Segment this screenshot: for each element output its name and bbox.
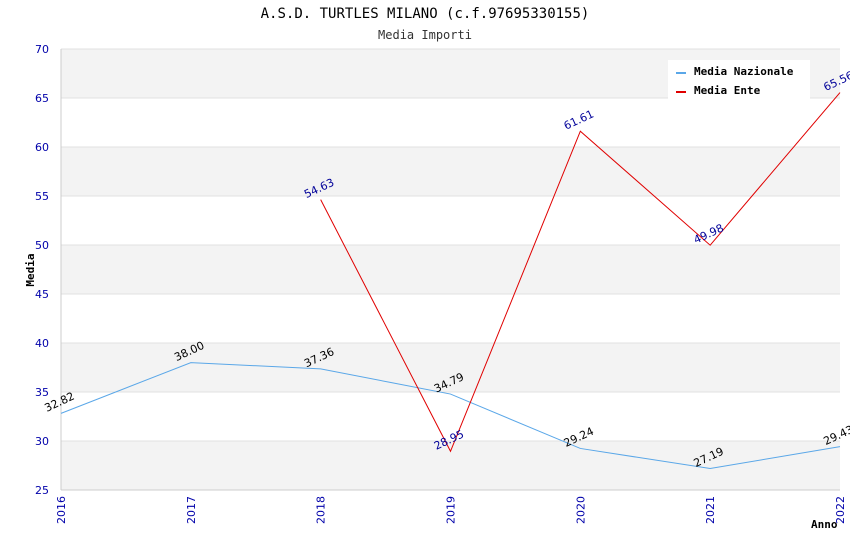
y-tick-label: 50 <box>35 239 49 252</box>
legend-label-ente: Media Ente <box>694 84 761 97</box>
series-lines <box>60 92 841 470</box>
x-axis-label: Anno <box>811 518 838 531</box>
x-tick-label: 2017 <box>185 496 198 524</box>
band <box>61 441 840 490</box>
x-tick-labels: 2016 2017 2018 2019 2020 2021 2022 <box>55 496 847 524</box>
y-tick-label: 70 <box>35 43 49 56</box>
band <box>61 245 840 294</box>
x-tick-label: 2018 <box>315 496 328 524</box>
y-tick-label: 30 <box>35 435 49 448</box>
y-tick-label: 40 <box>35 337 49 350</box>
y-tick-label: 60 <box>35 141 49 154</box>
gridlines <box>61 48 840 491</box>
legend-label-nazionale: Media Nazionale <box>694 65 794 78</box>
y-tick-label: 65 <box>35 92 49 105</box>
x-tick-label: 2022 <box>834 496 847 524</box>
series-line-ente <box>320 92 841 453</box>
data-label: 49.98 <box>692 221 726 246</box>
legend-box <box>668 60 810 102</box>
chart-title: A.S.D. TURTLES MILANO (c.f.97695330155) <box>261 6 590 22</box>
y-tick-label: 25 <box>35 484 49 497</box>
x-tick-label: 2019 <box>445 496 458 524</box>
data-label: 61.61 <box>562 108 596 133</box>
band <box>61 343 840 392</box>
x-tick-label: 2020 <box>574 496 587 524</box>
x-tick-label: 2016 <box>55 496 68 524</box>
y-axis-label: Media <box>24 253 37 286</box>
band <box>61 147 840 196</box>
y-tick-label: 35 <box>35 386 49 399</box>
y-tick-label: 45 <box>35 288 49 301</box>
background-bands <box>61 49 840 490</box>
y-tick-label: 55 <box>35 190 49 203</box>
chart-subtitle: Media Importi <box>378 28 472 42</box>
x-tick-label: 2021 <box>704 496 717 524</box>
y-tick-labels: 25 30 35 40 45 50 55 60 65 70 <box>35 43 49 497</box>
series-line-nazionale <box>60 362 841 470</box>
legend: Media Nazionale Media Ente <box>668 60 810 102</box>
